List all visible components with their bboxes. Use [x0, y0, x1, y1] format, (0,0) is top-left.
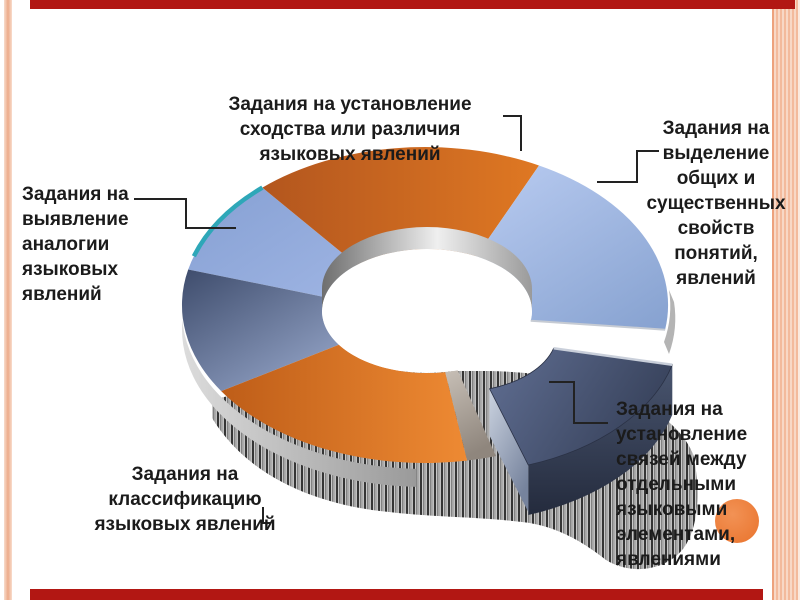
connector-connections [549, 381, 608, 424]
chart-bottom-rim [181, 294, 417, 487]
slice-analogy [188, 187, 357, 298]
slice-connections-side [528, 364, 673, 515]
connector-classification [262, 507, 271, 524]
connector-analogy [134, 198, 236, 229]
bottom-red-bar [30, 589, 763, 600]
slice-unlabeled-steel [181, 269, 339, 392]
navy-top-edge-highlight [553, 347, 673, 367]
accent-circle [715, 499, 759, 543]
left-edge-stripe [4, 0, 12, 600]
label-analogy: Задания на выявление аналогии языковых я… [22, 184, 129, 305]
label-classification: Задания на классификацию языковых явлени… [94, 464, 276, 535]
right-edge-striped-band [772, 0, 800, 600]
chart-right-rim [664, 290, 676, 354]
doughnut-inner-wall [322, 227, 532, 311]
doughnut-hole [322, 249, 532, 373]
teal-edge [191, 185, 264, 258]
blue-cut-edge [530, 319, 666, 331]
label-connections: Задания на установление связей между отд… [616, 399, 748, 570]
connector-common-traits [597, 150, 659, 183]
slice-classification [221, 344, 468, 464]
label-similarity: Задания на установление сходства или раз… [228, 94, 472, 165]
explode-gap-sliver [445, 370, 496, 461]
connector-similarity [503, 115, 522, 151]
label-common-traits: Задания на выделение общих и существенны… [646, 118, 786, 289]
slice-connections-cutface [489, 388, 529, 512]
top-red-bar [30, 0, 795, 9]
slice-common-traits [476, 165, 669, 330]
slice-connections [489, 347, 673, 466]
